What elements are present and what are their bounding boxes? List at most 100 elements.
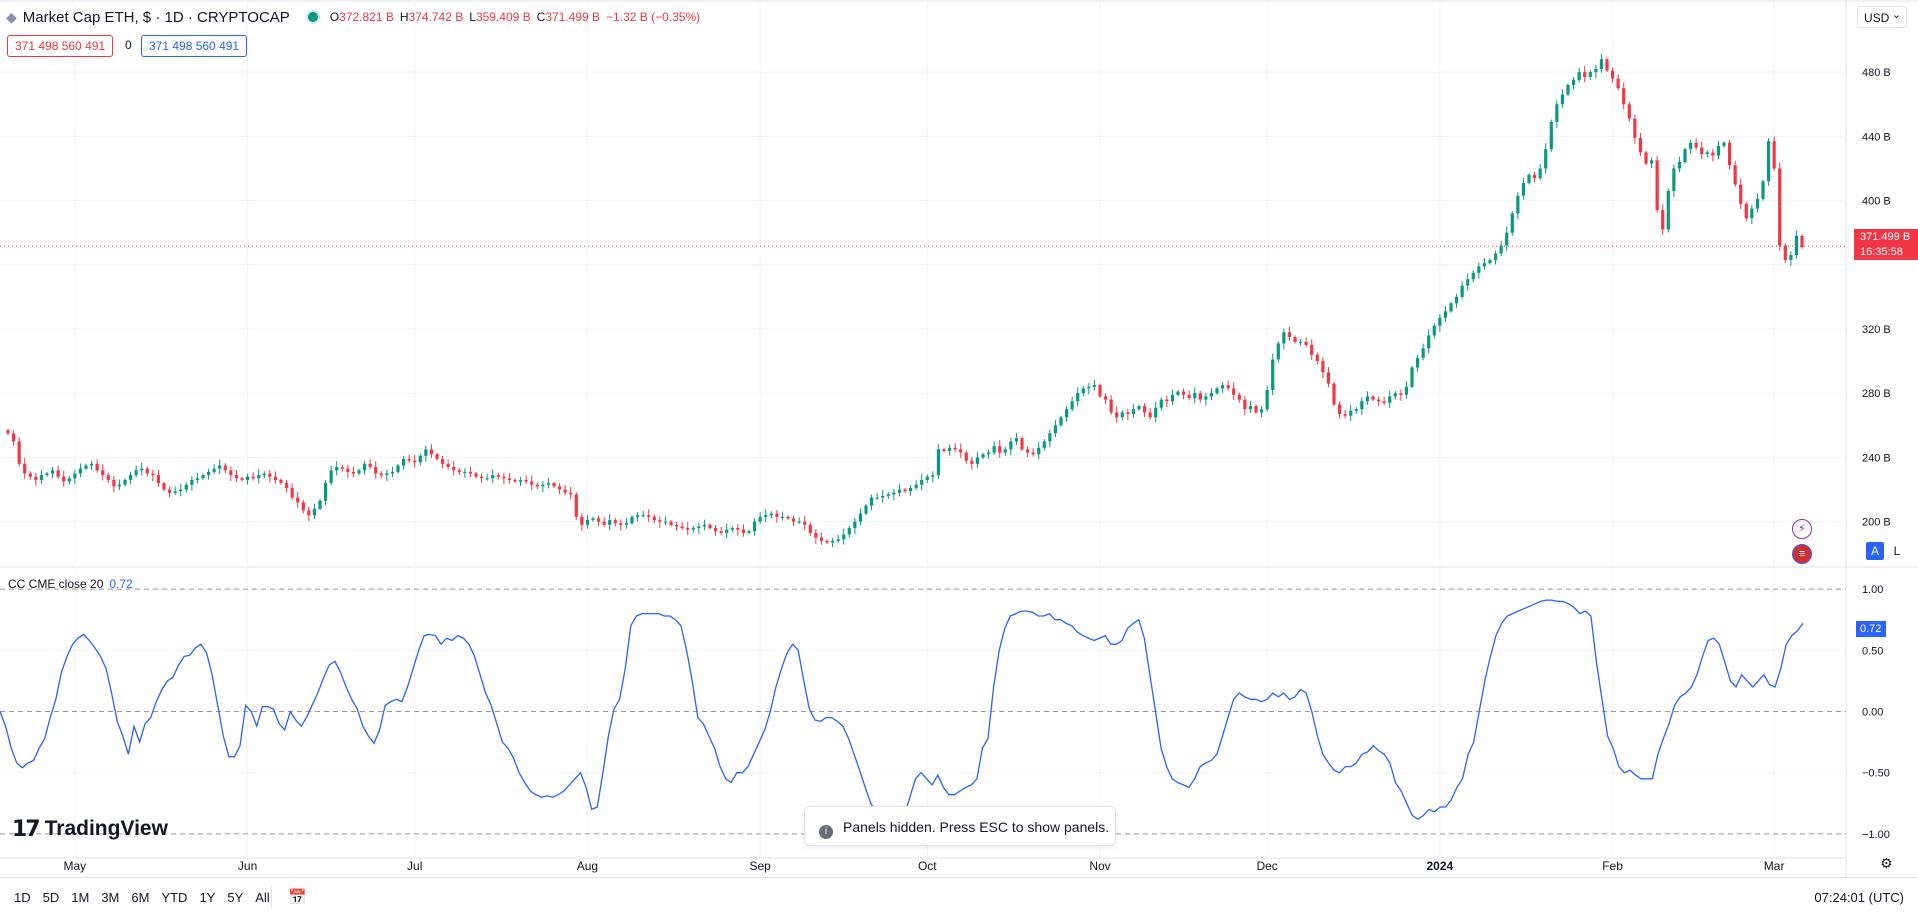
candle-body xyxy=(847,528,851,535)
candle-body xyxy=(518,479,523,482)
candle-body xyxy=(970,460,974,464)
candle-body xyxy=(1794,235,1799,256)
candle-body xyxy=(156,475,161,484)
candle-body xyxy=(897,489,902,493)
candle-body xyxy=(1326,372,1331,384)
candle-body xyxy=(925,476,929,480)
candle-body xyxy=(151,473,155,476)
candle-body xyxy=(212,468,216,472)
symbol-header: ◆ Market Cap ETH, $ · 1D · CRYPTOCAP O37… xyxy=(6,8,700,26)
candle-body xyxy=(1638,137,1643,153)
candle-body xyxy=(1371,396,1375,400)
candle-body xyxy=(1482,263,1487,267)
indicator-pane[interactable] xyxy=(0,599,1804,827)
range-button-1m[interactable]: 1M xyxy=(71,890,90,905)
osc-tick-label: 1.00 xyxy=(1862,584,1883,596)
candle-body xyxy=(1298,341,1303,343)
candle-body xyxy=(195,478,200,480)
candle-body xyxy=(1115,412,1119,418)
candle-body xyxy=(290,487,294,498)
axes: MayJunJulAugSepOctNovDec2024FebMarApr222… xyxy=(64,67,1891,873)
candle-body xyxy=(986,452,991,455)
symbol-title[interactable]: Market Cap ETH, $ · 1D · CRYPTOCAP xyxy=(22,8,290,26)
range-button-6m[interactable]: 6M xyxy=(131,890,150,905)
candle-body xyxy=(1778,168,1782,246)
candle-body xyxy=(1243,399,1247,410)
candle-body xyxy=(268,473,272,477)
candle-body xyxy=(680,526,684,529)
eth-icon: ◆ xyxy=(6,8,17,25)
candle-body xyxy=(964,452,968,461)
candle-body xyxy=(786,516,790,519)
candle-body xyxy=(596,518,601,522)
buy-price-badge[interactable]: 371 498 560 491 xyxy=(141,35,248,57)
candle-body xyxy=(881,495,885,498)
ohlc-open: O372.821 B xyxy=(329,10,394,24)
log-scale-button[interactable]: L xyxy=(1893,544,1901,558)
calendar-icon[interactable]: 📅 xyxy=(288,889,307,906)
candle-body xyxy=(719,531,723,533)
candle-body xyxy=(1014,438,1019,442)
candle-body xyxy=(669,521,673,525)
market-status-icon[interactable] xyxy=(305,10,320,24)
candle-body xyxy=(17,441,21,464)
x-tick-label: May xyxy=(64,859,87,873)
candle-body xyxy=(1410,367,1414,387)
candle-body xyxy=(390,471,395,474)
candle-body xyxy=(1404,386,1409,395)
candle-body xyxy=(1376,399,1381,402)
candle-body xyxy=(128,475,133,480)
range-button-1y[interactable]: 1Y xyxy=(199,890,216,905)
range-button-5d[interactable]: 5D xyxy=(42,890,60,905)
candle-body xyxy=(1310,345,1314,355)
indicator-value: 0.72 xyxy=(109,577,133,591)
price-candles[interactable] xyxy=(0,54,1846,548)
lightning-event-icon[interactable]: ⚡ xyxy=(1792,519,1812,539)
auto-scale-button[interactable]: A xyxy=(1866,542,1884,560)
sell-price-badge[interactable]: 371 498 560 491 xyxy=(7,35,114,57)
candle-body xyxy=(1610,70,1615,79)
candle-body xyxy=(1772,141,1776,169)
candle-body xyxy=(1009,441,1013,450)
range-button-ytd[interactable]: YTD xyxy=(161,890,188,905)
indicator-legend[interactable]: CC CME close 20 0.72 xyxy=(8,577,133,591)
us-flag-event-icon[interactable]: ≡ xyxy=(1792,544,1812,564)
candle-body xyxy=(1583,72,1587,77)
candle-body xyxy=(1042,441,1046,448)
candle-body xyxy=(758,516,762,522)
candle-body xyxy=(1053,425,1058,434)
range-button-all[interactable]: All xyxy=(255,890,270,905)
candle-body xyxy=(853,521,857,529)
candle-body xyxy=(546,483,551,485)
candle-body xyxy=(619,523,623,525)
candle-body xyxy=(1176,391,1180,395)
utc-clock[interactable]: 07:24:01 (UTC) xyxy=(1814,890,1904,905)
x-tick-label: Dec xyxy=(1256,859,1277,873)
range-button-5y[interactable]: 5Y xyxy=(227,890,244,905)
candle-body xyxy=(1555,104,1559,122)
ohlc-close: C371.499 B xyxy=(536,10,601,24)
candle-body xyxy=(1365,396,1370,402)
candle-body xyxy=(1070,401,1074,410)
candle-body xyxy=(1081,388,1085,394)
candle-body xyxy=(1343,414,1347,416)
candle-body xyxy=(791,518,796,522)
range-button-1d[interactable]: 1D xyxy=(14,890,31,905)
candle-body xyxy=(658,520,662,522)
candle-body xyxy=(245,476,250,480)
candle-body xyxy=(652,516,656,521)
gear-icon[interactable]: ⚙ xyxy=(1880,855,1893,871)
x-tick-label: Jul xyxy=(407,859,422,873)
candle-body xyxy=(1588,72,1592,77)
tradingview-logo[interactable]: 𝟭𝟳 TradingView xyxy=(12,816,168,842)
candle-body xyxy=(1733,165,1737,185)
candle-body xyxy=(123,479,127,485)
range-button-3m[interactable]: 3M xyxy=(101,890,120,905)
candle-body xyxy=(1315,354,1319,362)
candle-body xyxy=(1677,162,1682,169)
candle-body xyxy=(942,449,946,452)
price-tick-label: 280 B xyxy=(1862,388,1891,400)
candle-body xyxy=(1633,118,1637,138)
currency-select[interactable]: USD xyxy=(1857,4,1907,28)
candle-body xyxy=(1271,359,1275,390)
